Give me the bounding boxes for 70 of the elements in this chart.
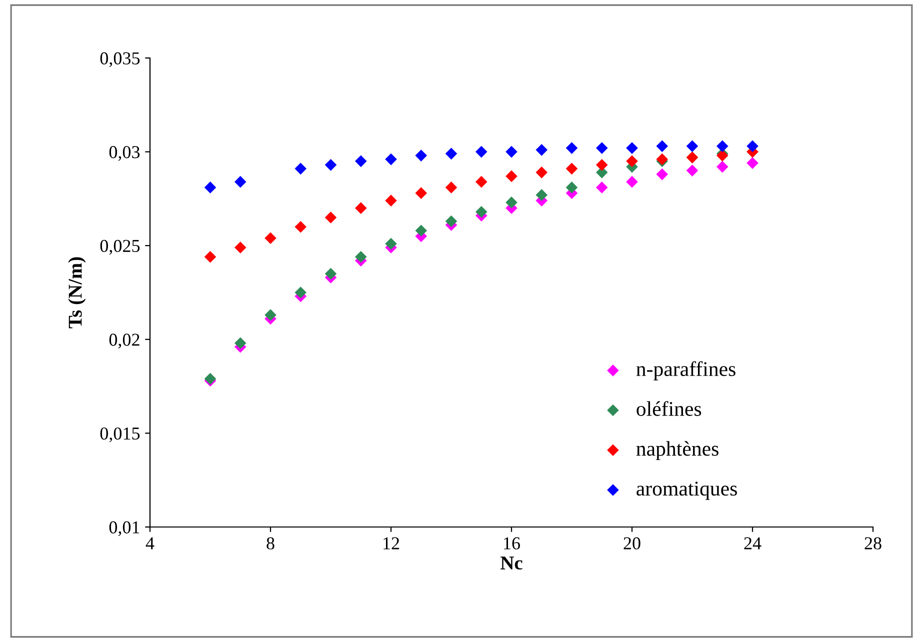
point <box>204 250 216 263</box>
point <box>445 148 458 160</box>
point <box>536 144 548 156</box>
y-tick-label: 0,01 <box>109 521 140 536</box>
point <box>506 170 518 182</box>
point <box>445 215 458 228</box>
point <box>686 140 698 152</box>
point <box>506 146 518 158</box>
y-tick-label: 0,035 <box>100 52 140 68</box>
point <box>354 202 367 214</box>
x-tick-label: 24 <box>744 537 762 550</box>
point <box>626 142 638 154</box>
point <box>746 157 758 169</box>
point <box>385 153 397 166</box>
x-tick-label: 8 <box>266 537 274 550</box>
point <box>716 140 728 152</box>
y-tick-label: 0,025 <box>100 240 140 255</box>
point <box>506 196 518 208</box>
legend-label: n-paraffines <box>636 361 736 380</box>
point <box>234 242 246 254</box>
point <box>324 212 337 224</box>
point <box>234 176 246 188</box>
point <box>385 238 397 250</box>
point <box>264 309 276 321</box>
point <box>234 337 246 350</box>
legend-label: oléfines <box>636 401 702 416</box>
y-tick-label: 0,015 <box>100 427 140 442</box>
point <box>626 155 638 168</box>
point <box>324 159 337 171</box>
point <box>354 250 367 263</box>
point <box>596 159 608 171</box>
point <box>566 182 578 194</box>
point <box>596 142 608 154</box>
x-tick-label: 16 <box>504 537 520 550</box>
point <box>566 162 578 175</box>
point <box>415 150 428 162</box>
point <box>536 166 548 178</box>
point <box>445 182 458 194</box>
x-tick-label: 20 <box>624 537 640 550</box>
point <box>294 162 307 175</box>
point <box>415 187 428 199</box>
point <box>475 206 488 218</box>
point <box>566 142 578 154</box>
y-tick-label: 0,02 <box>109 334 140 348</box>
point <box>536 189 548 201</box>
y-tick-label: 0,03 <box>109 146 140 161</box>
point <box>656 168 668 180</box>
point <box>596 182 608 194</box>
point <box>475 176 488 188</box>
point <box>415 224 428 236</box>
point <box>746 140 758 152</box>
point <box>385 194 397 206</box>
legend-label: naphtènes <box>636 441 718 460</box>
y-axis-title: Ts (N/m) <box>68 257 86 328</box>
legend-label: aromatiques <box>636 482 737 500</box>
point <box>686 164 698 176</box>
point <box>324 268 337 280</box>
x-tick-label: 28 <box>864 537 882 550</box>
point <box>204 182 216 194</box>
x-tick-label: 12 <box>384 537 400 550</box>
point <box>354 155 367 168</box>
point <box>626 176 638 188</box>
point <box>294 286 307 298</box>
point <box>264 232 276 244</box>
point <box>294 220 307 233</box>
point <box>475 146 488 158</box>
x-tick-label: 4 <box>146 537 154 550</box>
x-axis-title: Nc <box>500 556 522 570</box>
point <box>656 140 668 152</box>
point <box>716 160 728 173</box>
